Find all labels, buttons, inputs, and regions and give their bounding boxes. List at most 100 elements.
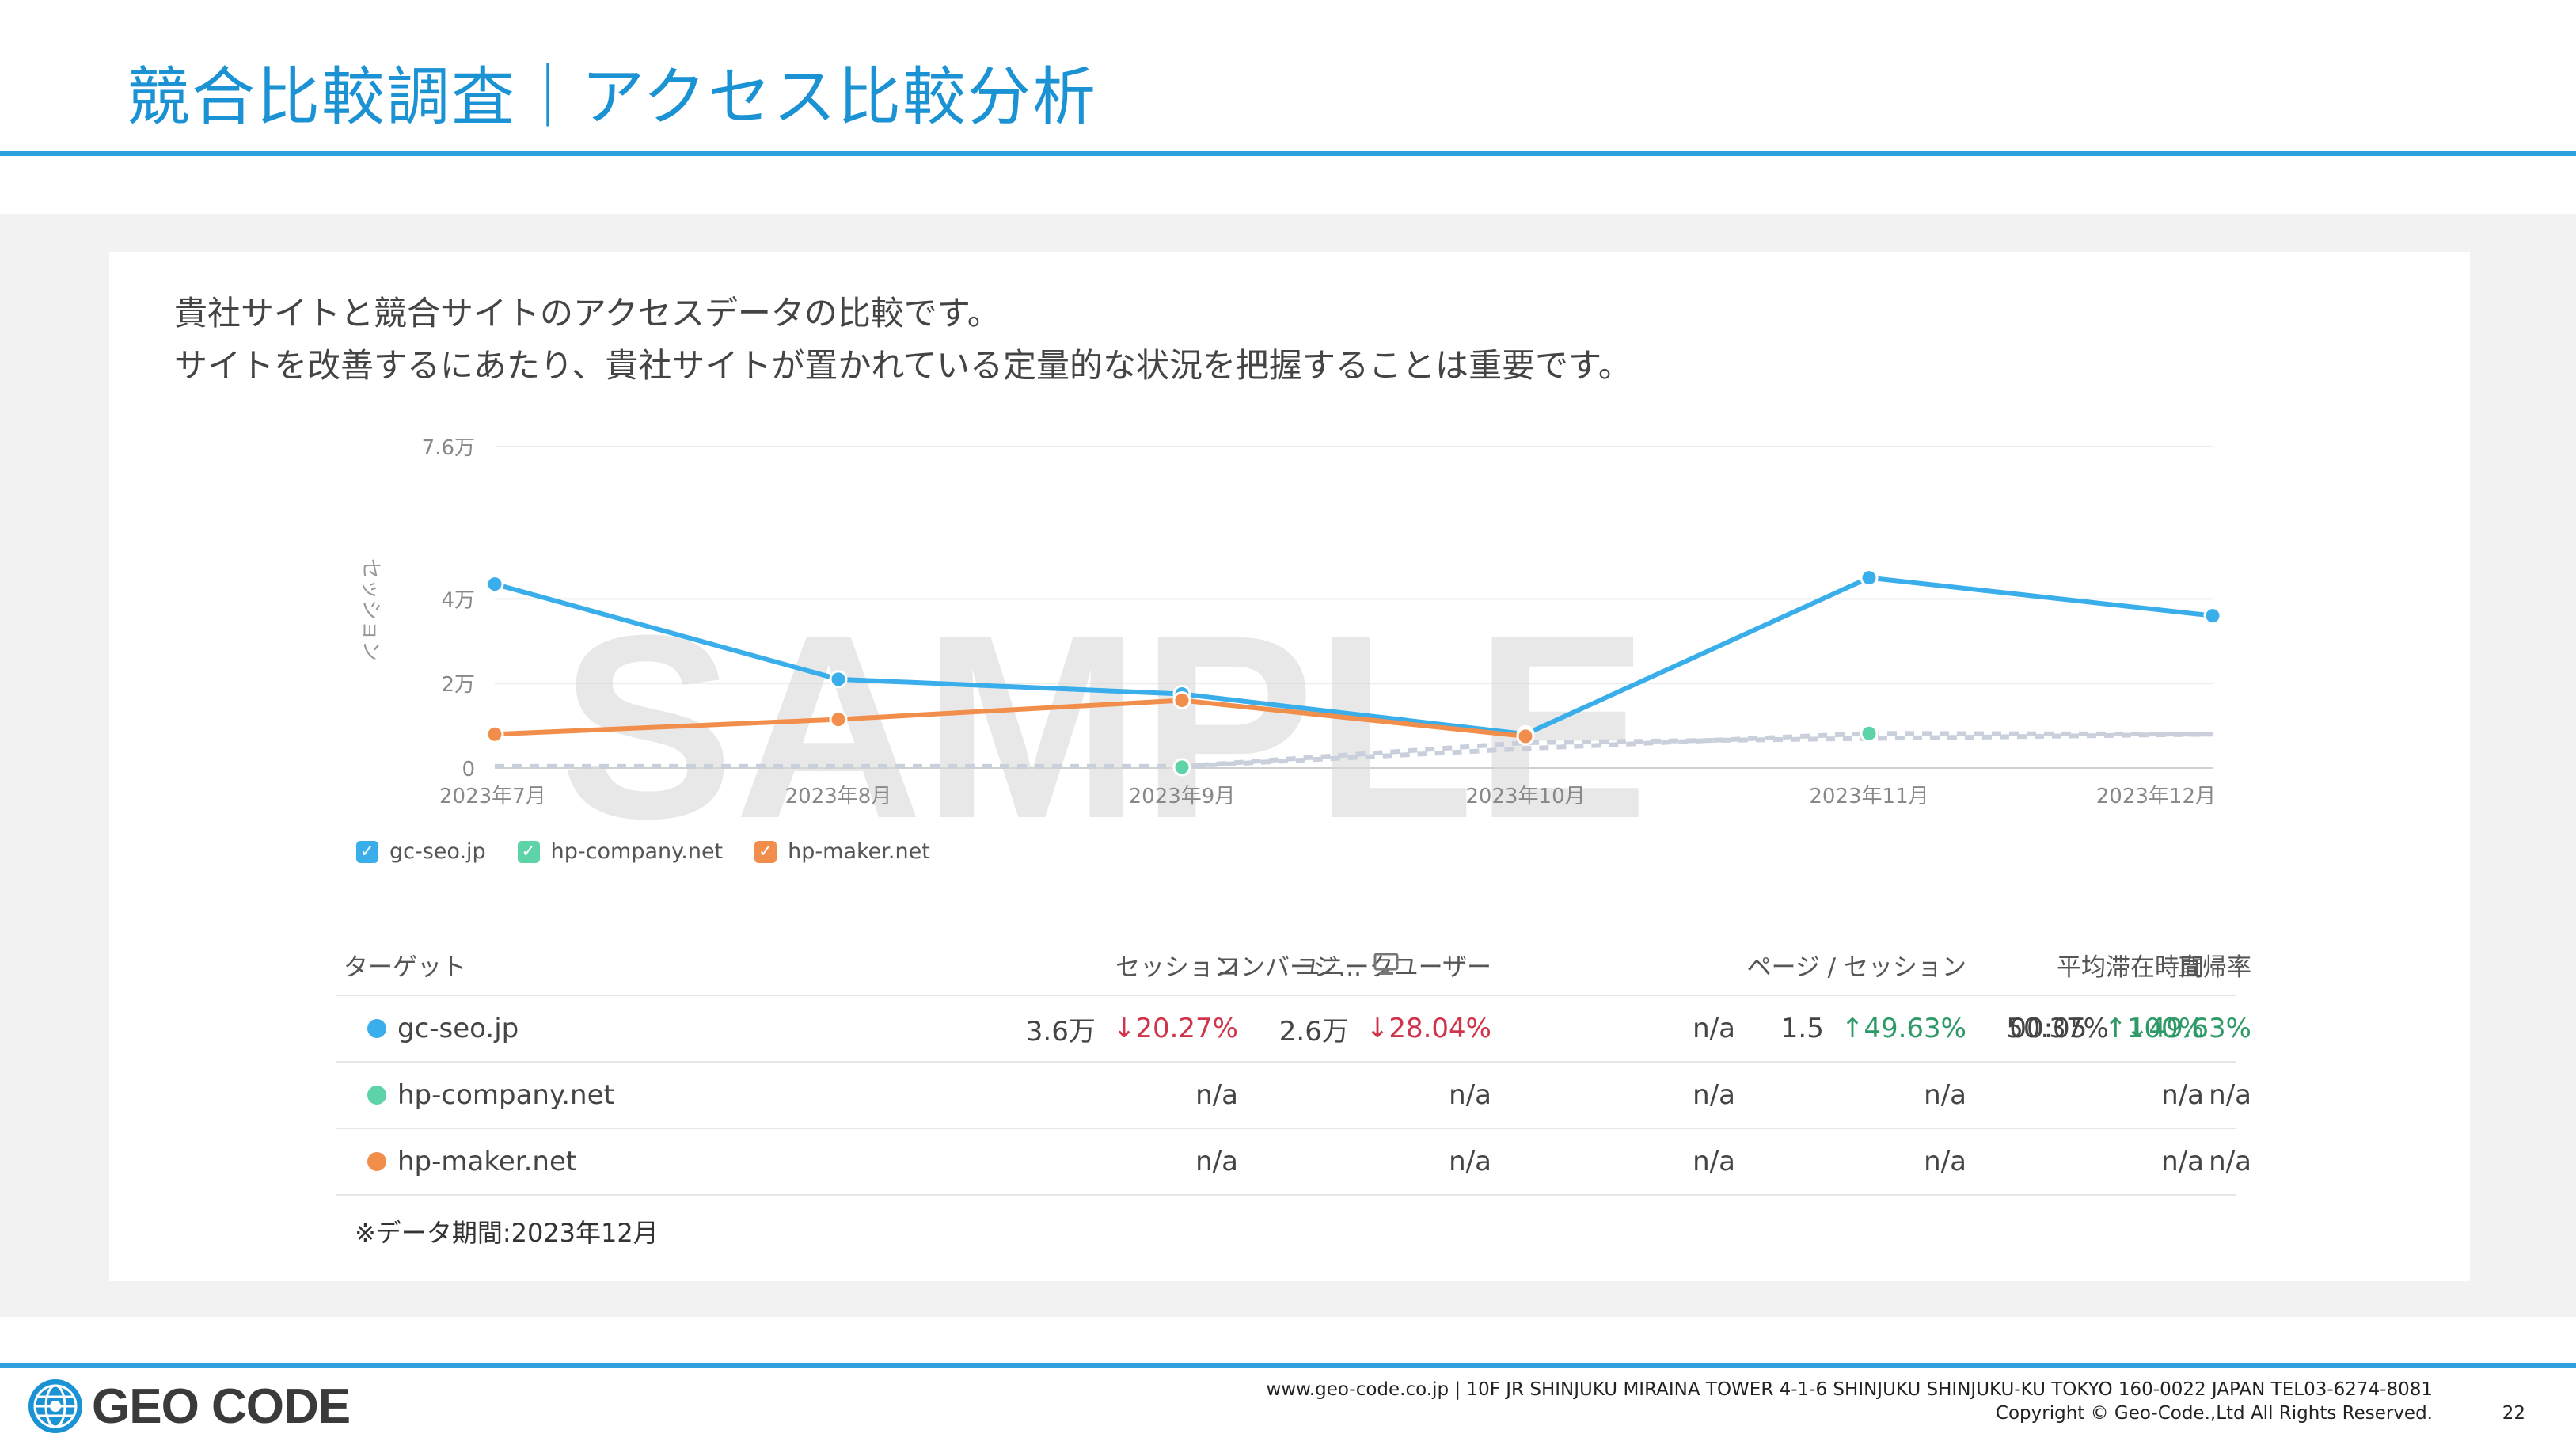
- data-period-note: ※データ期間:2023年12月: [355, 1218, 659, 1248]
- x-tick-label: 2023年10月: [1465, 785, 1585, 808]
- users-cell: n/a: [1127, 1129, 1491, 1194]
- site-color-dot: [367, 1152, 386, 1171]
- title-divider: [0, 151, 2576, 156]
- data-point-hp-maker.net: [829, 710, 848, 729]
- data-point-gc-seo.jp: [485, 575, 504, 594]
- x-tick-label: 2023年12月: [2096, 785, 2216, 808]
- header-bounce: 直帰率: [2178, 953, 2251, 982]
- sessions-value: n/a: [1195, 1079, 1238, 1111]
- data-point-hp-company.net: [1860, 724, 1879, 743]
- y-axis-ticks: 0 2万 4万 7.6万: [422, 436, 475, 782]
- table-row: hp-company.net n/a n/a n/a n/a n/a n/a: [336, 1063, 2251, 1129]
- data-point-gc-seo.jp: [1860, 569, 1879, 588]
- site-name: gc-seo.jp: [397, 1013, 519, 1044]
- conversions-value: n/a: [1693, 1013, 1735, 1044]
- pages-value: n/a: [1924, 1146, 1966, 1177]
- pages-cell: 1.5 ↑49.63%: [1523, 996, 1966, 1061]
- data-point-gc-seo.jp: [829, 670, 848, 689]
- pages-cell: n/a: [1523, 1063, 1966, 1128]
- legend-item-hp-maker.net[interactable]: ✓ hp-maker.net: [754, 839, 930, 864]
- x-axis-ticks: 2023年7月 2023年8月 2023年9月 2023年10月 2023年11月 202…: [439, 785, 2216, 808]
- duration-cell: n/a: [1840, 1129, 2204, 1194]
- page-number: 22: [2502, 1403, 2525, 1424]
- sessions-cell: n/a: [716, 1063, 1238, 1128]
- conversions-cell: n/a: [1206, 1063, 1735, 1128]
- legend-item-hp-company.net[interactable]: ✓ hp-company.net: [517, 839, 724, 864]
- chart-series: [485, 569, 2222, 777]
- duration-value: 00:05: [2009, 1013, 2088, 1044]
- bounce-cell: n/a: [1998, 1129, 2251, 1194]
- duration-change: ↑100%: [2104, 1013, 2204, 1044]
- data-point-hp-maker.net: [485, 724, 504, 744]
- bounce-value: 50.37%: [2006, 1013, 2109, 1044]
- pages-cell: n/a: [1523, 1129, 1966, 1194]
- site-name: hp-maker.net: [397, 1146, 577, 1177]
- logo-text: GEO CODE: [92, 1379, 351, 1434]
- sample-watermark: SAMPLE: [560, 580, 1648, 823]
- data-point-hp-maker.net: [1516, 727, 1535, 746]
- conversions-value: n/a: [1693, 1146, 1735, 1177]
- sessions-change: ↓20.27%: [1112, 1013, 1238, 1044]
- series-line-gc-seo.jp: [494, 575, 2213, 737]
- comparison-table: ターゲット セッション ユニークユーザー コンバージ... ページ / セッショ…: [336, 934, 2251, 1196]
- users-cell: 2.6万 ↓28.04%: [1127, 996, 1491, 1061]
- sessions-cell: n/a: [716, 1129, 1238, 1194]
- header-sessions: セッション: [1115, 953, 1238, 982]
- legend-item-gc-seo.jp[interactable]: ✓ gc-seo.jp: [356, 839, 486, 864]
- y-tick-label: 4万: [441, 588, 475, 612]
- header-duration: 平均滞在時間: [2057, 953, 2204, 982]
- header-conversions: コンバージ...: [1216, 934, 1400, 995]
- conversions-cell: n/a: [1206, 996, 1735, 1061]
- duration-cell: 00:05 ↑100%: [1840, 996, 2204, 1061]
- table-header-row: ターゲット セッション ユニークユーザー コンバージ... ページ / セッショ…: [336, 934, 2251, 996]
- bounce-value: n/a: [2209, 1146, 2251, 1177]
- legend-checkbox-icon[interactable]: ✓: [517, 840, 540, 863]
- table-body: gc-seo.jp 3.6万 ↓20.27% 2.6万 ↓28.04% n/a 1.5 ↑49…: [336, 996, 2251, 1196]
- legend-label: hp-company.net: [550, 839, 724, 864]
- header-conversions-label: コンバージ...: [1216, 953, 1362, 982]
- pages-value: 1.5: [1780, 1013, 1824, 1044]
- y-tick-label: 0: [462, 758, 475, 782]
- legend-label: hp-maker.net: [788, 839, 930, 864]
- data-point-gc-seo.jp: [2203, 607, 2222, 626]
- sessions-cell: 3.6万 ↓20.27%: [716, 996, 1238, 1061]
- legend-checkbox-icon[interactable]: ✓: [356, 840, 378, 863]
- bounce-cell: 50.37% ↓49.63%: [1998, 996, 2251, 1061]
- users-change: ↓28.04%: [1366, 1013, 1491, 1044]
- geo-code-logo: GEO CODE: [27, 1378, 351, 1435]
- footer-divider: [0, 1363, 2576, 1368]
- site-color-dot: [367, 1019, 386, 1038]
- footer-copyright: Copyright © Geo-Code.,Ltd All Rights Res…: [1995, 1403, 2433, 1424]
- globe-logo-icon: [28, 1379, 82, 1433]
- bounce-cell: n/a: [1998, 1063, 2251, 1128]
- pages-value: n/a: [1924, 1079, 1966, 1111]
- duration-value: n/a: [2161, 1079, 2204, 1111]
- data-point-hp-maker.net: [1172, 691, 1191, 710]
- site-cell: hp-company.net: [367, 1063, 614, 1128]
- conversions-cell: n/a: [1206, 1129, 1735, 1194]
- pages-change: ↑49.63%: [1841, 1013, 1966, 1044]
- series-line-hp-maker.net: [494, 698, 1526, 739]
- intro-line-2: サイトを改善するにあたり、貴社サイトが置かれている定量的な状況を把握することは重…: [174, 346, 1632, 385]
- x-tick-label: 2023年7月: [439, 785, 546, 808]
- x-tick-label: 2023年11月: [1809, 785, 1928, 808]
- sessions-value: n/a: [1195, 1146, 1238, 1177]
- bounce-value: n/a: [2209, 1079, 2251, 1111]
- header-target: ターゲット: [344, 953, 466, 982]
- users-value: 2.6万: [1279, 1015, 1349, 1048]
- y-tick-label: 7.6万: [422, 436, 475, 460]
- header-users: ユニークユーザー: [1295, 953, 1491, 982]
- bounce-change: ↓49.63%: [2126, 1013, 2251, 1044]
- y-tick-label: 2万: [441, 673, 475, 697]
- x-tick-label: 2023年9月: [1129, 785, 1236, 808]
- users-value: n/a: [1449, 1079, 1491, 1111]
- chart-legend: ✓ gc-seo.jp ✓ hp-company.net ✓ hp-maker.net: [356, 839, 930, 864]
- duration-cell: n/a: [1840, 1063, 2204, 1128]
- legend-checkbox-icon[interactable]: ✓: [754, 840, 777, 863]
- site-color-dot: [367, 1086, 386, 1105]
- desktop-icon: [1373, 953, 1399, 975]
- conversions-value: n/a: [1693, 1079, 1735, 1111]
- table-row: gc-seo.jp 3.6万 ↓20.27% 2.6万 ↓28.04% n/a 1.5 ↑49…: [336, 996, 2251, 1063]
- intro-line-1: 貴社サイトと競合サイトのアクセスデータの比較です。: [174, 294, 1001, 333]
